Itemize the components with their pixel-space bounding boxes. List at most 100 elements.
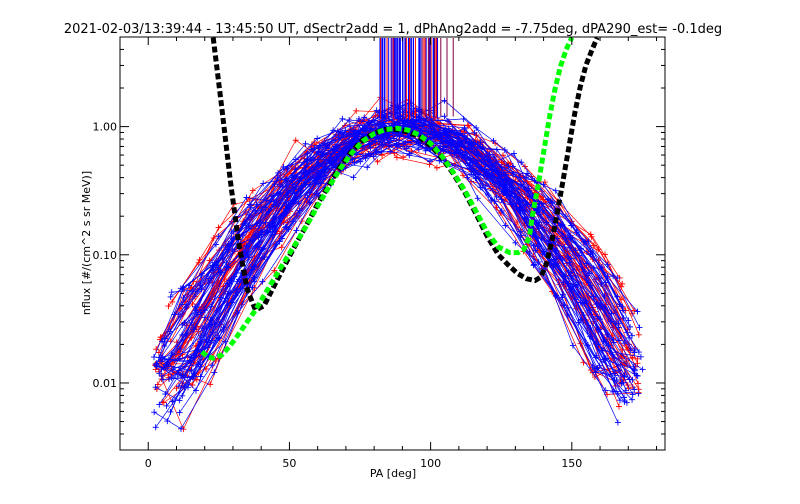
trace-marker [292, 156, 299, 163]
trace-marker [271, 231, 278, 238]
trace-marker [168, 350, 175, 357]
trace-marker [517, 228, 524, 235]
trace-marker [470, 169, 477, 176]
trace-marker [374, 158, 381, 165]
trace-marker [621, 398, 628, 405]
trace-marker [220, 326, 227, 333]
trace-marker [560, 279, 567, 286]
trace-marker [515, 185, 522, 192]
fit-curves [200, 37, 600, 361]
trace-marker [472, 175, 479, 182]
trace-marker [192, 307, 199, 314]
trace-marker [549, 198, 556, 205]
x-tick-label: 100 [420, 457, 441, 470]
trace-marker [441, 143, 448, 150]
trace-marker [339, 152, 346, 159]
trace-marker [604, 261, 611, 268]
trace-marker [375, 138, 382, 145]
trace-marker [433, 164, 440, 171]
trace-marker [180, 284, 187, 291]
trace-marker [510, 150, 517, 157]
trace-marker [156, 401, 163, 408]
trace-marker [316, 142, 323, 149]
trace-marker [189, 300, 196, 307]
trace-marker [562, 234, 569, 241]
trace-marker [542, 218, 549, 225]
trace-marker [554, 235, 561, 242]
trace-marker [311, 145, 318, 152]
trace-marker [602, 251, 609, 258]
trace-marker [236, 276, 243, 283]
trace-marker [365, 151, 372, 158]
trace-marker [524, 170, 531, 177]
trace-marker [614, 419, 621, 426]
trace-marker [406, 152, 413, 159]
trace-marker [631, 386, 638, 393]
trace-marker [559, 221, 566, 228]
trace-marker [361, 114, 368, 121]
trace-marker [417, 119, 424, 126]
trace-marker [586, 307, 593, 314]
trace-marker [199, 325, 206, 332]
trace-marker [539, 207, 546, 214]
trace-marker [324, 142, 331, 149]
trace-marker [581, 300, 588, 307]
trace-marker [618, 380, 625, 387]
trace-marker [350, 174, 357, 181]
trace-marker [569, 283, 576, 290]
trace-marker [243, 194, 250, 201]
trace-marker [193, 387, 200, 394]
trace-marker [168, 289, 175, 296]
trace-marker [538, 200, 545, 207]
trace-marker [460, 172, 467, 179]
trace-marker [490, 137, 497, 144]
trace-marker [342, 145, 349, 152]
trace-marker [370, 117, 377, 124]
trace-marker [567, 255, 574, 262]
trace-marker [302, 140, 309, 147]
trace-marker [208, 337, 215, 344]
trace-marker [540, 181, 547, 188]
trace-marker [207, 381, 214, 388]
trace-marker [635, 380, 642, 387]
trace-marker [246, 201, 253, 208]
trace-marker [156, 370, 163, 377]
trace-marker [620, 307, 627, 314]
trace-marker [164, 418, 171, 425]
trace-marker [444, 118, 451, 125]
y-tick-label: 0.10 [93, 249, 118, 262]
trace-marker [391, 150, 398, 157]
trace-marker [298, 218, 305, 225]
blue-trace [169, 134, 633, 336]
trace-marker [616, 397, 623, 404]
trace-marker [175, 383, 182, 390]
trace-marker [251, 274, 258, 281]
trace-marker [631, 366, 638, 373]
trace-marker [474, 195, 481, 202]
trace-marker [323, 143, 330, 150]
trace-marker [499, 182, 506, 189]
trace-marker [183, 304, 190, 311]
trace-marker [436, 129, 443, 136]
trace-marker [477, 184, 484, 191]
trace-marker [163, 402, 170, 409]
trace-marker [521, 215, 528, 222]
saturated-spikes [379, 38, 454, 121]
trace-marker [320, 169, 327, 176]
trace-marker [400, 154, 407, 161]
trace-marker [171, 311, 178, 318]
trace-marker [531, 261, 538, 268]
trace-marker [616, 403, 623, 410]
trace-marker [512, 239, 519, 246]
trace-marker [465, 122, 472, 129]
blue-trace [162, 134, 622, 384]
trace-marker [274, 174, 281, 181]
trace-marker [222, 338, 229, 345]
trace-marker [194, 288, 201, 295]
trace-marker [156, 354, 163, 361]
trace-marker [315, 162, 322, 169]
trace-marker [293, 227, 300, 234]
trace-marker [633, 372, 640, 379]
trace-marker [150, 354, 157, 361]
trace-marker [210, 235, 217, 242]
